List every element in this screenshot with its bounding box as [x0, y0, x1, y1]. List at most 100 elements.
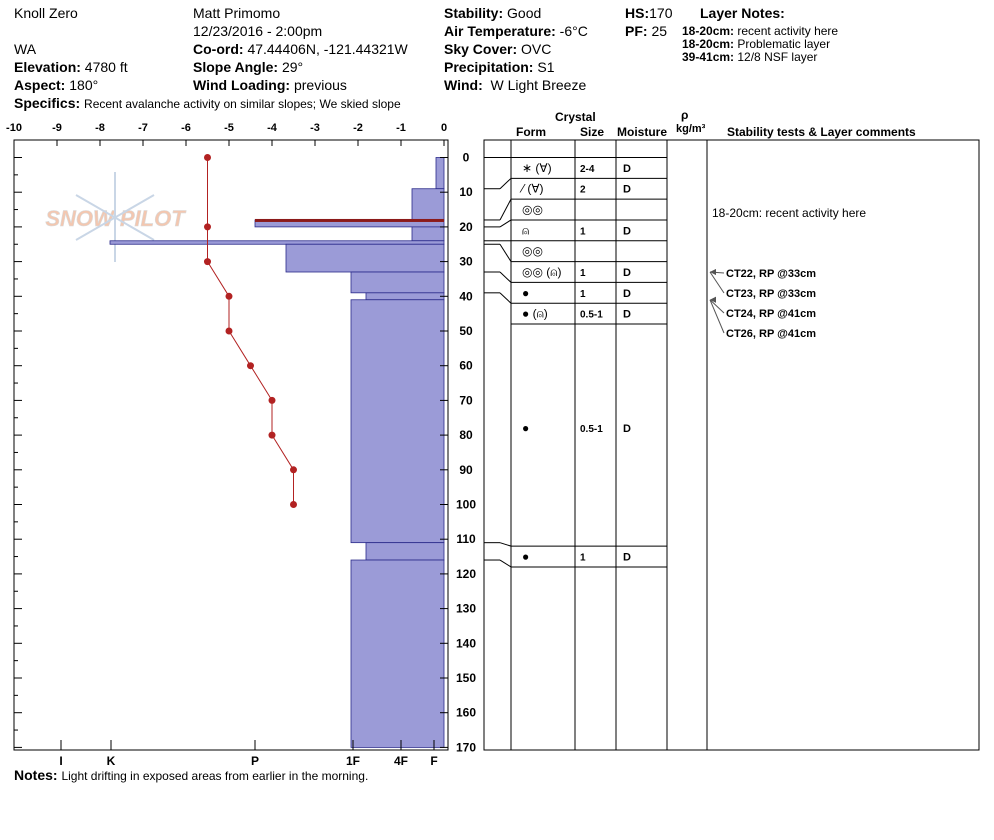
crystal-form: ∗ (∀): [522, 161, 552, 175]
coord-label: Co-ord:: [193, 41, 244, 57]
top-axis-label: -10: [6, 122, 22, 134]
top-axis-label: 0: [441, 122, 447, 134]
rho-header: ρ: [681, 108, 689, 122]
moisture-value: D: [623, 288, 631, 300]
layer-note-item: 18-20cm: Problematic layer: [682, 37, 830, 51]
elevation: Elevation: 4780 ft: [14, 58, 128, 76]
crystal-header: Crystal: [555, 110, 596, 124]
stability-test-label: CT26, RP @41cm: [726, 328, 816, 340]
layer-notes-title: Layer Notes:: [700, 5, 785, 21]
layer-connector: [499, 243, 512, 262]
layer-connector: [499, 292, 512, 304]
crystal-form: ⁄ (∀): [519, 182, 544, 196]
elevation-value: 4780 ft: [84, 59, 128, 75]
layer-connector: [499, 542, 512, 547]
density-unit: kg/m³: [676, 123, 706, 135]
observer: Matt Primomo: [193, 5, 281, 21]
wind-label: Wind:: [444, 77, 483, 93]
precipitation: Precipitation: S1: [444, 58, 554, 76]
bottom-axis-label: F: [430, 754, 437, 768]
depth-axis-label: 170: [456, 740, 476, 754]
depth-axis-label: 40: [459, 289, 473, 303]
test-pointer: [709, 271, 725, 294]
depth-axis-label: 130: [456, 602, 476, 616]
moisture-header: Moisture: [617, 125, 668, 139]
depth-axis-label: 60: [459, 359, 473, 373]
stability-test-label: CT22, RP @33cm: [726, 268, 816, 280]
layer-comment: 18-20cm: recent activity here: [712, 206, 866, 220]
top-axis-label: -6: [181, 122, 191, 134]
sky-value: OVC: [521, 41, 552, 57]
layer-note-text: recent activity here: [737, 24, 839, 38]
temperature-point: [225, 292, 233, 300]
specifics-label: Specifics:: [14, 95, 81, 111]
slope-label: Slope Angle:: [193, 59, 279, 75]
slope-angle: Slope Angle: 29°: [193, 58, 303, 76]
test-arrow-icon: [710, 296, 716, 303]
problematic-layer-marker: [255, 218, 444, 222]
depth-axis-label: 30: [459, 255, 473, 269]
layer-note-text: 12/8 NSF layer: [737, 50, 818, 64]
sky-cover: Sky Cover: OVC: [444, 40, 551, 58]
crystal-form: ● (⍝): [522, 307, 548, 321]
air-temperature: Air Temperature: -6°C: [444, 22, 588, 40]
state: WA: [14, 41, 37, 57]
layer-note-item: 39-41cm: 12/8 NSF layer: [682, 50, 817, 64]
depth-axis-label: 70: [459, 393, 473, 407]
hardness-layer: [411, 226, 445, 242]
temperature-point: [204, 258, 211, 266]
crystal-size: 1: [580, 289, 586, 300]
crystal-form: ◎◎: [522, 203, 543, 217]
form-header: Form: [516, 125, 546, 139]
depth-axis-label: 80: [459, 428, 473, 442]
precip-value: S1: [537, 59, 555, 75]
crystal-size: 0.5-1: [580, 310, 603, 321]
stability-test-label: CT24, RP @41cm: [726, 308, 816, 320]
layer-note-depth: 39-41cm:: [682, 50, 735, 64]
crystal-size: 1: [580, 553, 586, 564]
depth-axis-label: 100: [456, 498, 476, 512]
bottom-axis-label: K: [107, 754, 116, 768]
temperature-point: [204, 223, 211, 231]
layer-connector: [499, 177, 512, 190]
moisture-value: D: [623, 225, 631, 237]
hs-value: 170: [649, 5, 673, 21]
bottom-axis-label: P: [251, 754, 259, 768]
pf-label: PF:: [625, 23, 648, 39]
crystal-form: ●: [522, 286, 529, 300]
depth-axis-label: 10: [459, 185, 473, 199]
top-axis-label: -9: [52, 122, 62, 134]
top-axis-label: -7: [138, 122, 148, 134]
coordinates: Co-ord: 47.44406N, -121.44321W: [193, 40, 408, 58]
air-temp-label: Air Temperature:: [444, 23, 556, 39]
hardness-layer: [435, 157, 445, 190]
stability-label: Stability:: [444, 5, 504, 21]
depth-axis-label: 110: [456, 532, 476, 546]
crystal-form: ●: [522, 550, 529, 564]
hs-label: HS:: [625, 5, 650, 21]
wind: Wind: W Light Breeze: [444, 76, 586, 94]
test-pointer: [709, 299, 725, 314]
moisture-value: D: [623, 163, 631, 175]
stability: Stability: Good: [444, 4, 541, 22]
elevation-label: Elevation:: [14, 59, 81, 75]
layer-connector: [499, 559, 512, 568]
moisture-value: D: [623, 267, 631, 279]
layer-connector: [499, 271, 512, 283]
wind-loading-value: previous: [293, 77, 347, 93]
temperature-point: [268, 431, 276, 439]
crystal-size: 1: [580, 268, 586, 279]
layer-note-depth: 18-20cm:: [682, 37, 735, 51]
location-name: Knoll Zero: [14, 5, 78, 21]
crystal-size: 0.5-1: [580, 424, 603, 435]
layer-note-depth: 18-20cm:: [682, 24, 735, 38]
stability-test-label: CT23, RP @33cm: [726, 288, 816, 300]
top-axis-label: -4: [267, 122, 278, 134]
bottom-axis-label: I: [59, 754, 62, 768]
slope-value: 29°: [281, 59, 304, 75]
moisture-value: D: [623, 309, 631, 321]
coord-value: 47.44406N, -121.44321W: [247, 41, 408, 57]
snowflake-icon: [75, 194, 155, 241]
depth-axis-label: 140: [456, 636, 476, 650]
